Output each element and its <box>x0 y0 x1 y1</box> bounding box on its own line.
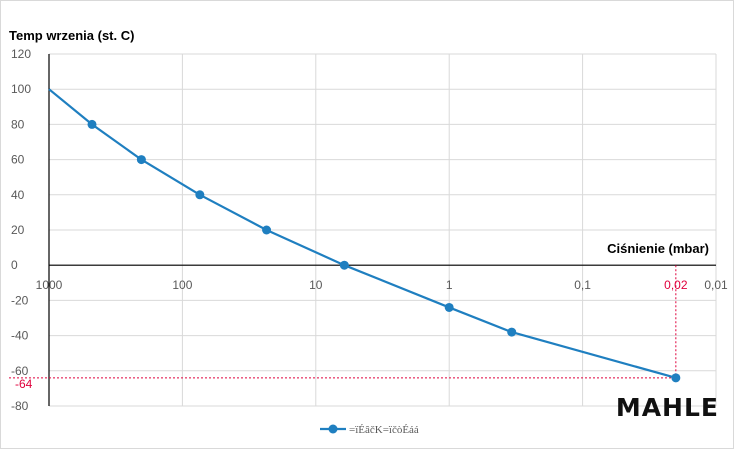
data-point <box>339 260 349 270</box>
data-point <box>195 190 205 200</box>
y-tick-label: 80 <box>11 117 25 131</box>
series-polyline <box>48 88 677 379</box>
y-tick-label: 100 <box>11 82 31 96</box>
legend-marker-icon <box>328 424 338 434</box>
data-point <box>262 225 272 235</box>
tick-labels: 120 100 80 60 40 20 0 -20 -40 -60 -80 1000 100 10 1 0,1… <box>11 47 728 413</box>
legend: =ïÉâčK=ïčòÉáá <box>320 424 419 436</box>
y-tick-label: 0 <box>11 258 18 272</box>
x-tick-label: 1000 <box>36 278 63 292</box>
x-tick-label: 1 <box>446 278 453 292</box>
mahle-logo: MAHLE <box>616 393 719 422</box>
x-tick-label: 100 <box>172 278 192 292</box>
y-tick-label: -40 <box>11 329 29 343</box>
data-point <box>671 373 681 383</box>
y-tick-label: 120 <box>11 47 31 61</box>
data-point <box>87 119 97 129</box>
y-tick-label: -60 <box>11 364 29 378</box>
gridlines <box>48 53 717 407</box>
series-line <box>48 88 681 383</box>
annotation-y-label: -64 <box>15 377 33 391</box>
x-tick-label: 10 <box>309 278 323 292</box>
x-tick-label: 0,01 <box>704 278 728 292</box>
y-tick-label: 40 <box>11 188 25 202</box>
y-axis-title: Temp wrzenia (st. C) <box>9 28 134 43</box>
y-tick-label: 60 <box>11 153 25 167</box>
y-tick-label: -20 <box>11 293 29 307</box>
legend-label: =ïÉâčK=ïčòÉáá <box>349 424 419 436</box>
x-axis-title: Ciśnienie (mbar) <box>607 241 709 256</box>
y-tick-label: -80 <box>11 399 29 413</box>
x-tick-label: 0,1 <box>574 278 591 292</box>
axes <box>48 54 716 406</box>
annotation: 0,02 -64 <box>9 265 688 391</box>
data-point <box>507 327 517 337</box>
annotation-x-label: 0,02 <box>664 278 688 292</box>
data-point <box>136 155 146 165</box>
data-point <box>444 302 454 312</box>
y-tick-label: 20 <box>11 223 25 237</box>
